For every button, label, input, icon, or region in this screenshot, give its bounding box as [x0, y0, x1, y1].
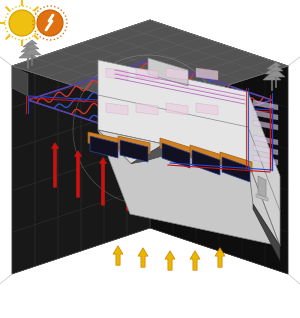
Polygon shape — [220, 152, 252, 172]
Circle shape — [9, 10, 35, 36]
Polygon shape — [166, 103, 188, 115]
Polygon shape — [98, 60, 248, 162]
Polygon shape — [162, 143, 190, 168]
Polygon shape — [88, 132, 120, 150]
Polygon shape — [90, 136, 118, 158]
Polygon shape — [253, 120, 278, 130]
Polygon shape — [267, 69, 285, 77]
Polygon shape — [222, 157, 250, 182]
Polygon shape — [271, 62, 281, 66]
Polygon shape — [12, 20, 288, 110]
Polygon shape — [106, 68, 128, 80]
Polygon shape — [267, 65, 277, 69]
Polygon shape — [258, 176, 266, 198]
Polygon shape — [269, 65, 283, 71]
Polygon shape — [253, 145, 278, 155]
Polygon shape — [27, 40, 37, 44]
Polygon shape — [106, 103, 128, 115]
Polygon shape — [196, 103, 218, 115]
Circle shape — [37, 10, 63, 36]
Polygon shape — [12, 66, 28, 96]
Polygon shape — [98, 130, 280, 246]
Polygon shape — [136, 68, 158, 80]
Polygon shape — [196, 68, 218, 80]
Polygon shape — [256, 194, 268, 201]
Polygon shape — [253, 100, 278, 110]
Polygon shape — [248, 162, 280, 246]
Polygon shape — [98, 130, 164, 163]
Polygon shape — [136, 103, 158, 115]
Polygon shape — [265, 68, 279, 74]
Polygon shape — [19, 50, 37, 58]
Polygon shape — [12, 20, 288, 110]
Polygon shape — [192, 150, 220, 175]
Polygon shape — [253, 204, 280, 261]
Polygon shape — [190, 145, 222, 165]
Polygon shape — [148, 58, 188, 86]
Polygon shape — [248, 92, 280, 246]
Polygon shape — [253, 110, 278, 120]
Polygon shape — [160, 138, 192, 158]
Polygon shape — [12, 20, 150, 274]
Polygon shape — [25, 43, 39, 49]
Polygon shape — [263, 72, 281, 80]
Polygon shape — [23, 47, 41, 55]
Polygon shape — [120, 140, 148, 162]
Polygon shape — [21, 46, 35, 52]
Polygon shape — [118, 136, 150, 154]
Polygon shape — [253, 155, 278, 165]
Polygon shape — [131, 144, 176, 163]
Polygon shape — [253, 135, 278, 145]
Polygon shape — [150, 20, 288, 274]
Polygon shape — [23, 43, 33, 47]
Polygon shape — [166, 68, 188, 80]
